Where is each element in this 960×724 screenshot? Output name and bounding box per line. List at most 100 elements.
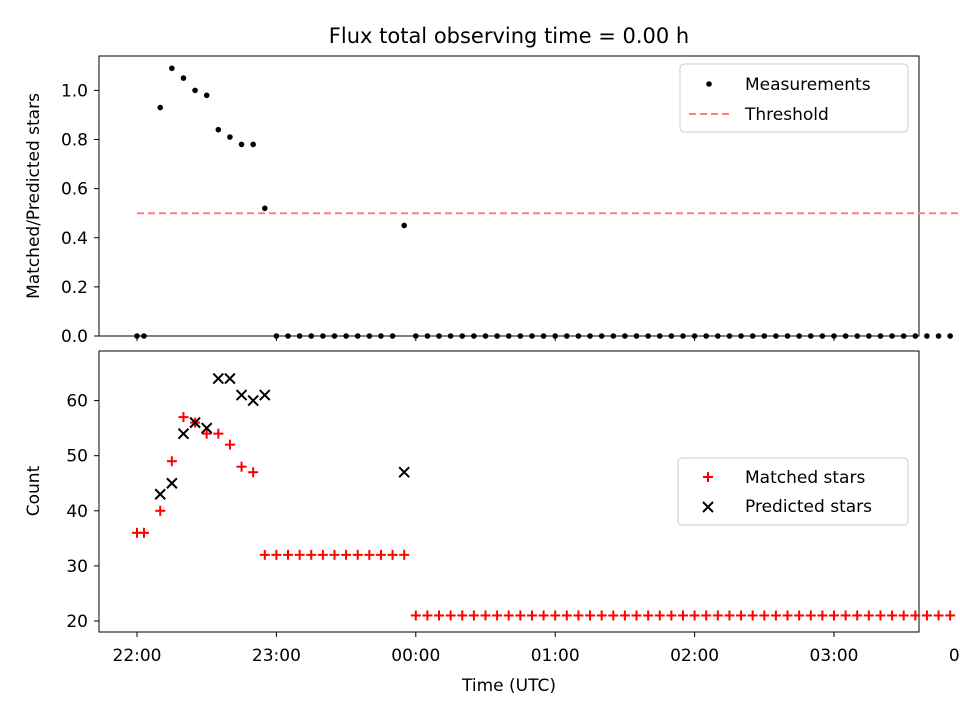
measurement-point <box>843 333 849 339</box>
bottom-y-tick-label: 60 <box>66 392 88 412</box>
measurement-point <box>622 333 628 339</box>
x-tick-label: 00:00 <box>391 646 440 666</box>
measurement-point <box>332 333 338 339</box>
measurement-point <box>216 127 222 133</box>
bottom-y-tick-label: 30 <box>66 557 88 577</box>
measurement-point <box>634 333 640 339</box>
measurement-point <box>762 333 768 339</box>
chart-title: Flux total observing time = 0.00 h <box>329 24 689 48</box>
measurement-point <box>610 333 616 339</box>
measurement-point <box>448 333 454 339</box>
measurement-point <box>564 333 570 339</box>
measurement-point <box>854 333 860 339</box>
measurement-point <box>645 333 651 339</box>
bottom-legend: Matched stars Predicted stars <box>678 458 908 525</box>
legend-threshold-label: Threshold <box>744 105 829 125</box>
measurement-point <box>297 333 303 339</box>
x-tick-label: 23:00 <box>252 646 301 666</box>
bottom-y-tick-label: 40 <box>66 502 88 522</box>
measurement-point <box>169 65 175 71</box>
measurement-point <box>866 333 872 339</box>
measurement-point <box>320 333 326 339</box>
measurement-point <box>529 333 535 339</box>
measurement-point <box>250 142 256 148</box>
legend-matched-label: Matched stars <box>745 468 865 488</box>
top-y-tick-label: 0.2 <box>61 278 88 298</box>
bottom-y-tick-label: 50 <box>66 447 88 467</box>
measurement-point <box>378 333 384 339</box>
top-y-tick-label: 0.0 <box>61 327 88 347</box>
measurement-point <box>343 333 349 339</box>
measurement-point <box>750 333 756 339</box>
top-y-tick-label: 0.6 <box>61 180 88 200</box>
x-tick-label: 01:00 <box>531 646 580 666</box>
measurement-point <box>262 205 268 211</box>
measurement-point <box>878 333 884 339</box>
measurement-point <box>483 333 489 339</box>
measurement-point <box>401 223 407 229</box>
legend-predicted-label: Predicted stars <box>745 497 872 517</box>
measurement-point <box>274 333 280 339</box>
measurement-point <box>599 333 605 339</box>
top-y-tick-label: 0.4 <box>61 229 88 249</box>
measurement-point <box>518 333 524 339</box>
measurement-point <box>390 333 396 339</box>
measurement-point <box>785 333 791 339</box>
measurement-point <box>831 333 837 339</box>
measurement-point <box>134 333 140 339</box>
measurement-point <box>727 333 733 339</box>
x-tick-label: 02:00 <box>670 646 719 666</box>
measurement-point <box>692 333 698 339</box>
measurement-point <box>901 333 907 339</box>
measurement-point <box>204 92 210 98</box>
top-legend: Measurements Threshold <box>680 64 908 132</box>
top-y-tick-label: 1.0 <box>61 81 88 101</box>
measurement-point <box>181 75 187 81</box>
x-tick-label: 04:00 <box>949 646 960 666</box>
top-ylabel: Matched/Predicted stars <box>24 93 44 299</box>
measurement-point <box>680 333 686 339</box>
measurement-point <box>239 142 245 148</box>
measurement-point <box>947 333 953 339</box>
measurement-point <box>552 333 558 339</box>
legend-measurements-marker <box>706 81 712 87</box>
measurement-point <box>924 333 930 339</box>
measurement-point <box>459 333 465 339</box>
measurement-point <box>157 105 163 111</box>
measurement-point <box>413 333 419 339</box>
measurement-point <box>889 333 895 339</box>
measurement-point <box>494 333 500 339</box>
legend-measurements-label: Measurements <box>745 75 871 95</box>
x-tick-label: 03:00 <box>810 646 859 666</box>
bottom-ylabel: Count <box>24 465 44 516</box>
measurement-point <box>715 333 721 339</box>
measurement-point <box>192 88 198 94</box>
measurement-point <box>796 333 802 339</box>
measurement-point <box>913 333 919 339</box>
measurement-point <box>808 333 814 339</box>
top-y-tick-label: 0.8 <box>61 131 88 151</box>
bottom-y-tick-label: 20 <box>66 612 88 632</box>
measurement-point <box>820 333 826 339</box>
measurement-point <box>576 333 582 339</box>
measurement-point <box>425 333 431 339</box>
measurement-point <box>141 333 147 339</box>
x-axis-label: Time (UTC) <box>461 676 556 696</box>
measurement-point <box>738 333 744 339</box>
measurement-point <box>657 333 663 339</box>
measurement-point <box>436 333 442 339</box>
measurement-point <box>587 333 593 339</box>
measurement-point <box>308 333 314 339</box>
x-tick-label: 22:00 <box>113 646 162 666</box>
measurement-point <box>773 333 779 339</box>
measurement-point <box>669 333 675 339</box>
measurement-point <box>541 333 547 339</box>
measurement-point <box>227 134 233 140</box>
measurement-point <box>936 333 942 339</box>
measurement-point <box>471 333 477 339</box>
measurement-point <box>285 333 291 339</box>
measurement-point <box>355 333 361 339</box>
measurement-point <box>367 333 373 339</box>
measurement-point <box>703 333 709 339</box>
